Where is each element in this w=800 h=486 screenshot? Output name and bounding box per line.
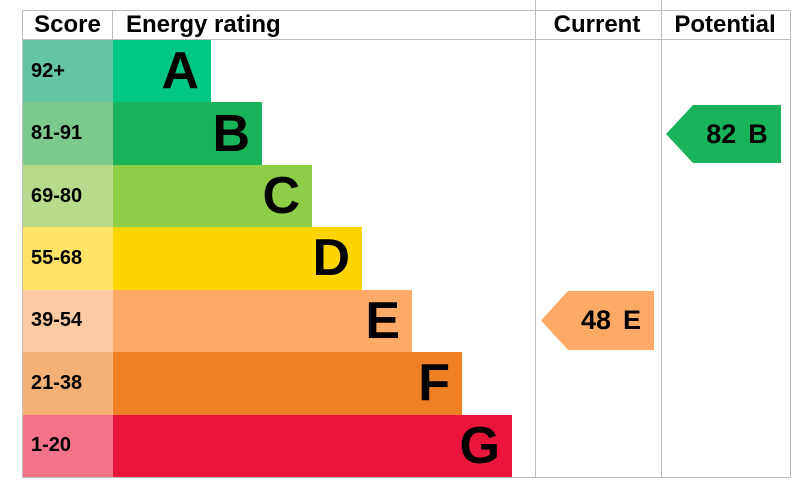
band-bar-b: B [113, 102, 262, 165]
band-row-e: 39-54 E [23, 289, 790, 353]
current-rating-band: E [623, 305, 642, 335]
score-range-e: 39-54 [23, 289, 113, 353]
score-column-header: Score [23, 11, 113, 39]
score-range-a: 92+ [23, 40, 113, 103]
band-bar-f: F [113, 352, 462, 415]
chart-body: 92+ A 81-91 B 69-80 C 55-68 D 39-54 E 21… [23, 40, 790, 477]
band-row-g: 1-20 G [23, 414, 790, 477]
band-row-f: 21-38 F [23, 352, 790, 415]
potential-rating-band: B [748, 118, 768, 149]
potential-rating-arrow: 82 B [666, 105, 781, 163]
epc-rating-chart: Score Energy rating Current Potential 92… [22, 0, 791, 478]
chart-header-row: Score Energy rating Current Potential [23, 11, 790, 40]
potential-column-divider [661, 0, 662, 477]
score-range-b: 81-91 [23, 102, 113, 165]
band-bar-a: A [113, 40, 211, 103]
score-range-c: 69-80 [23, 164, 113, 228]
score-range-g: 1-20 [23, 414, 113, 477]
band-bar-e: E [113, 289, 412, 353]
current-column-divider [535, 0, 536, 477]
current-rating-value: 48 [580, 305, 612, 335]
band-row-a: 92+ A [23, 40, 790, 103]
potential-rating-value: 82 [706, 118, 737, 149]
band-bar-d: D [113, 227, 362, 290]
energy-rating-column-header: Energy rating [126, 11, 281, 38]
band-bar-c: C [113, 164, 312, 228]
band-bar-g: G [113, 414, 512, 477]
potential-column-header: Potential [674, 11, 776, 38]
band-row-d: 55-68 D [23, 227, 790, 290]
score-range-d: 55-68 [23, 227, 113, 290]
score-range-f: 21-38 [23, 352, 113, 415]
current-column-header: Current [553, 11, 641, 38]
current-rating-arrow: 48 E [541, 291, 654, 350]
band-row-c: 69-80 C [23, 164, 790, 228]
band-row-b: 81-91 B [23, 102, 790, 165]
